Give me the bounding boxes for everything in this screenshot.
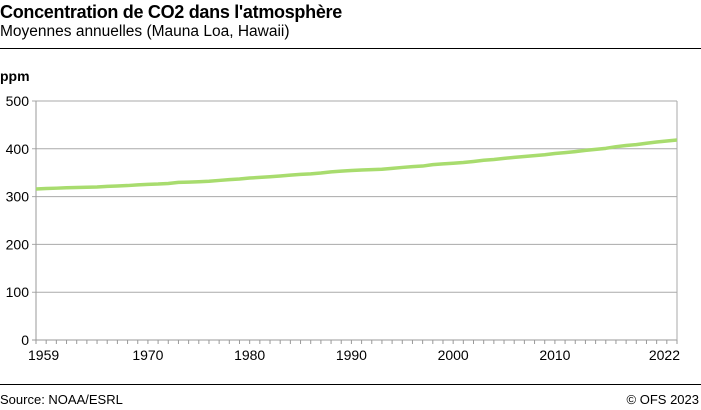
co2-line-chart: ppm 0 100 200 300 400 500 1959 1970 1980 1990 200… xyxy=(0,68,680,363)
y-tick-label: 500 xyxy=(6,93,30,109)
chart-subtitle: Moyennes annuelles (Mauna Loa, Hawaii) xyxy=(0,23,290,40)
copyright-note: © OFS 2023 xyxy=(626,392,699,407)
x-tick-label: 1959 xyxy=(28,347,59,363)
y-tick-label: 0 xyxy=(21,332,29,348)
x-tick-label: 1990 xyxy=(336,347,367,363)
y-tick-label: 400 xyxy=(6,141,30,157)
y-tick-label: 300 xyxy=(6,189,30,205)
x-tick-label: 2022 xyxy=(649,347,680,363)
series-line-co2 xyxy=(35,138,678,191)
x-tick-label: 2010 xyxy=(539,347,570,363)
x-tick-label: 1970 xyxy=(132,347,163,363)
source-note: Source: NOAA/ESRL xyxy=(0,392,123,407)
header-divider xyxy=(0,48,701,49)
chart-title: Concentration de CO2 dans l'atmosphère xyxy=(0,2,342,22)
y-tick-label: 100 xyxy=(6,284,30,300)
x-tick-label: 1980 xyxy=(234,347,265,363)
x-tick-label: 2000 xyxy=(438,347,469,363)
y-tick-label: 200 xyxy=(6,236,30,252)
footer-divider xyxy=(0,384,701,385)
y-axis-label: ppm xyxy=(0,68,30,84)
